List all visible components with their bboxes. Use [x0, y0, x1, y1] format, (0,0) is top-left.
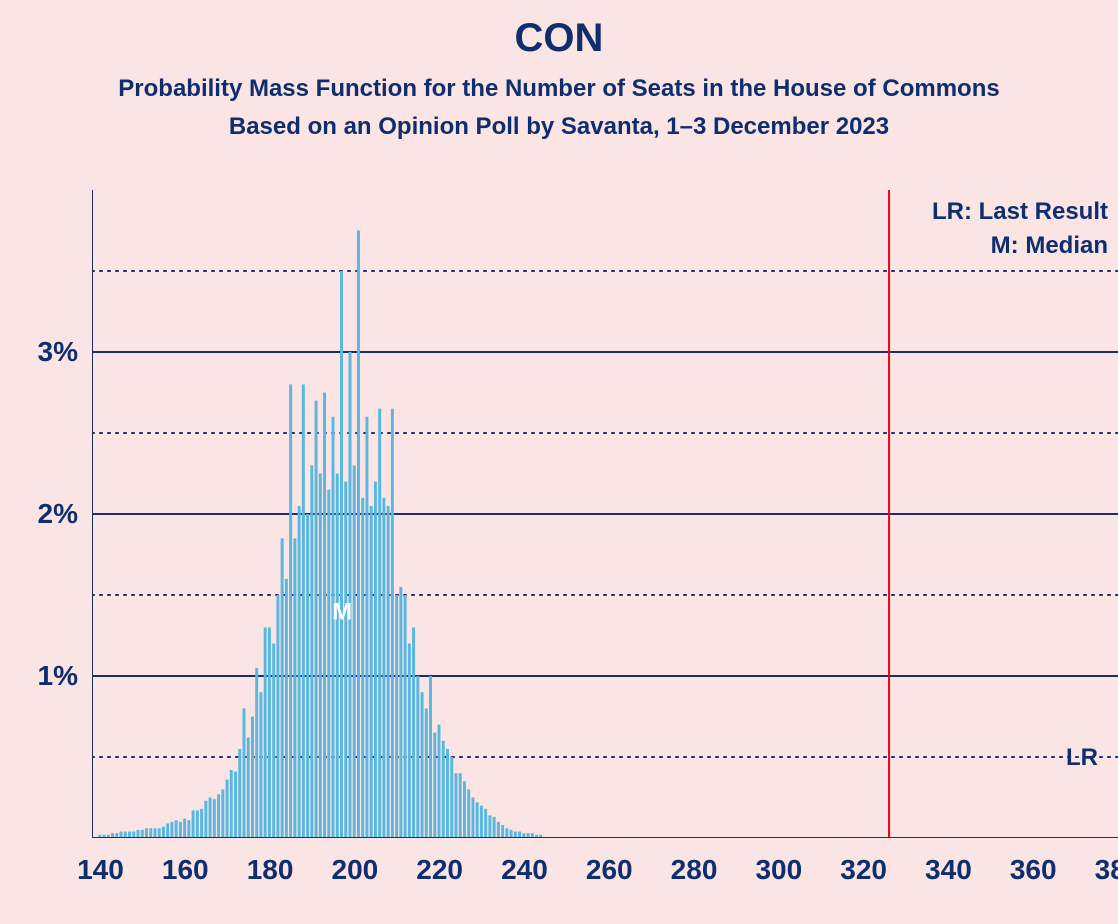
- y-tick-label: 1%: [38, 660, 78, 692]
- chart-subtitle: Probability Mass Function for the Number…: [0, 75, 1118, 103]
- y-tick-label: 2%: [38, 498, 78, 530]
- x-tick-label: 340: [925, 854, 972, 886]
- legend-last-result: LR: Last Result: [898, 198, 1108, 226]
- x-tick-label: 320: [840, 854, 887, 886]
- x-tick-label: 380: [1095, 854, 1118, 886]
- chart-subtitle2: Based on an Opinion Poll by Savanta, 1–3…: [0, 113, 1118, 141]
- x-tick-label: 300: [755, 854, 802, 886]
- x-tick-label: 200: [332, 854, 379, 886]
- svg-text:M: M: [332, 598, 352, 625]
- x-tick-label: 260: [586, 854, 633, 886]
- x-tick-label: 140: [77, 854, 124, 886]
- y-axis-labels: 1% 2% 3%: [6, 190, 78, 838]
- x-tick-label: 180: [247, 854, 294, 886]
- chart-title: CON: [0, 16, 1118, 61]
- x-tick-label: 160: [162, 854, 209, 886]
- x-tick-label: 240: [501, 854, 548, 886]
- y-tick-label: 3%: [38, 336, 78, 368]
- x-tick-label: 280: [671, 854, 718, 886]
- x-tick-label: 360: [1010, 854, 1057, 886]
- legend-median: M: Median: [898, 232, 1108, 260]
- chart-legend: LR: Last Result M: Median: [898, 198, 1108, 260]
- x-tick-label: 220: [416, 854, 463, 886]
- pmf-chart: M LR: [92, 190, 1118, 838]
- svg-text:LR: LR: [1066, 744, 1098, 771]
